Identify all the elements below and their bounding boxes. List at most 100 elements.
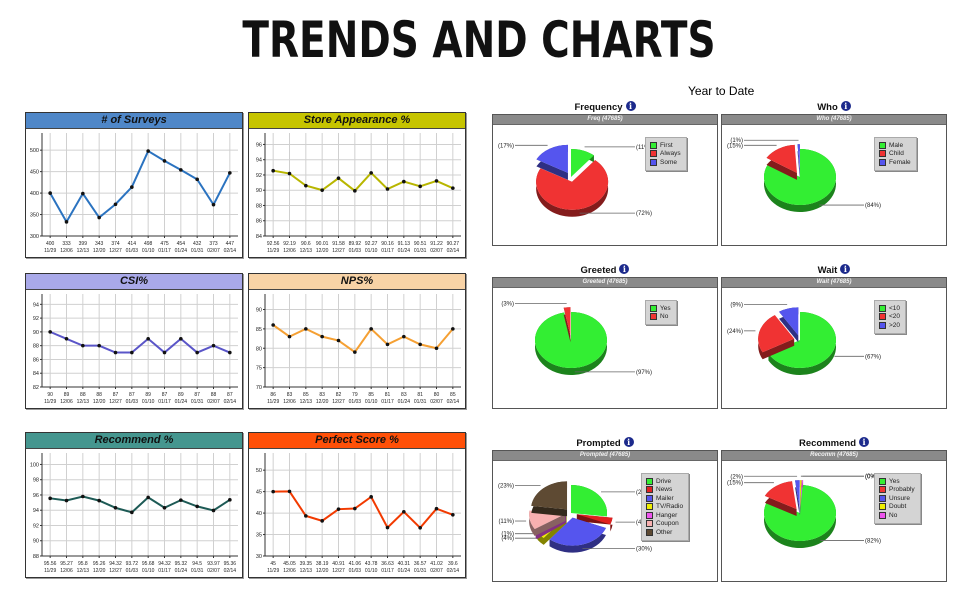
x-date-label: 01/17 bbox=[381, 399, 394, 405]
x-date-label: 01/03 bbox=[126, 399, 139, 405]
pie-subtitle: Prompted (47685) bbox=[493, 451, 717, 461]
data-point bbox=[228, 350, 232, 355]
y-tick-label: 500 bbox=[30, 148, 39, 154]
line-chart-perfect-score: Perfect Score % 30 35 40 45 50 45 11/29 45.05 12/… bbox=[248, 432, 466, 578]
legend-swatch bbox=[646, 503, 653, 511]
y-tick-label: 94 bbox=[256, 158, 262, 164]
chart-header: Recommend % bbox=[26, 433, 242, 449]
x-date-label: 02/07 bbox=[430, 399, 443, 405]
x-date-label: 01/31 bbox=[414, 248, 427, 254]
legend-item: Some bbox=[650, 158, 681, 167]
pie-pct-label: (1%) bbox=[501, 532, 514, 538]
legend-swatch bbox=[646, 477, 653, 485]
legend-label: TV/Radio bbox=[656, 503, 684, 511]
info-icon[interactable]: i bbox=[840, 264, 851, 274]
legend-item: Female bbox=[879, 158, 911, 167]
x-date-label: 12/06 bbox=[60, 248, 73, 254]
pie-title: Who i bbox=[721, 101, 947, 114]
y-tick-label: 88 bbox=[33, 554, 39, 560]
data-point bbox=[162, 159, 167, 163]
data-point bbox=[179, 168, 183, 172]
line-chart-store-appearance: Store Appearance % 84 86 88 90 92 94 96 92.56 11/… bbox=[248, 112, 466, 258]
y-tick-label: 88 bbox=[33, 344, 39, 350]
info-icon[interactable]: i bbox=[840, 101, 851, 111]
pie-slice-yes: (97%) bbox=[535, 312, 652, 376]
x-value-label: 87 bbox=[129, 392, 135, 398]
x-value-label: 94.32 bbox=[109, 561, 122, 567]
data-point bbox=[48, 191, 52, 195]
data-point bbox=[113, 350, 118, 355]
pie-title-text: Recommend bbox=[798, 438, 856, 449]
y-tick-label: 96 bbox=[256, 142, 262, 148]
data-point bbox=[211, 202, 216, 207]
y-tick-label: 94 bbox=[33, 302, 39, 308]
data-point bbox=[402, 334, 406, 339]
legend-label: Female bbox=[889, 158, 911, 166]
legend-swatch bbox=[879, 494, 886, 502]
x-date-label: 12/20 bbox=[93, 248, 106, 254]
x-value-label: 95.8 bbox=[78, 561, 88, 567]
data-line bbox=[272, 324, 454, 354]
x-date-label: 12/06 bbox=[60, 568, 73, 574]
info-icon[interactable]: i bbox=[859, 437, 869, 447]
x-value-label: 81 bbox=[417, 392, 423, 398]
data-point bbox=[287, 334, 292, 339]
data-point bbox=[304, 327, 308, 331]
legend-label: Some bbox=[660, 158, 677, 166]
x-value-label: 43.78 bbox=[365, 561, 378, 567]
legend-item: Unsure bbox=[879, 494, 915, 503]
y-tick-label: 50 bbox=[256, 468, 262, 474]
info-icon[interactable]: i bbox=[623, 437, 634, 447]
x-value-label: 475 bbox=[160, 241, 169, 247]
y-tick-label: 100 bbox=[30, 462, 39, 468]
line-plot: 30035040045050040011/2933312/0639912/133… bbox=[30, 133, 238, 254]
y-tick-label: 450 bbox=[30, 170, 39, 176]
line-chart-nps: NPS% 70 75 80 85 90 86 11/29 83 12/06 85 12/13 83 12/… bbox=[248, 273, 466, 409]
legend-swatch bbox=[879, 477, 886, 485]
pie-title: Wait i bbox=[721, 264, 947, 277]
x-value-label: 40.31 bbox=[398, 561, 411, 567]
x-date-label: 01/31 bbox=[414, 399, 427, 405]
data-point bbox=[353, 506, 357, 511]
pie-pct-label: (97%) bbox=[636, 370, 652, 376]
legend-item: First bbox=[650, 141, 681, 150]
x-value-label: 89 bbox=[178, 392, 184, 398]
x-value-label: 91.13 bbox=[398, 241, 411, 247]
legend-item: Yes bbox=[650, 304, 671, 313]
data-point bbox=[179, 336, 183, 341]
data-point bbox=[146, 336, 150, 341]
pie-pct-label: (0%) bbox=[865, 474, 878, 480]
x-date-label: 01/17 bbox=[158, 568, 171, 574]
pie-pct-label: (3%) bbox=[501, 301, 514, 307]
data-point bbox=[451, 513, 455, 517]
x-value-label: 89 bbox=[64, 392, 70, 398]
legend-item: No bbox=[879, 511, 915, 520]
info-icon[interactable]: i bbox=[619, 264, 630, 274]
y-tick-label: 40 bbox=[256, 511, 262, 517]
data-point bbox=[385, 187, 390, 191]
legend-label: >20 bbox=[889, 321, 901, 329]
x-value-label: 432 bbox=[193, 241, 202, 247]
data-point bbox=[130, 350, 134, 355]
x-date-label: 01/31 bbox=[414, 568, 427, 574]
data-point bbox=[48, 496, 52, 501]
x-date-label: 01/03 bbox=[349, 248, 362, 254]
pie-slice-male: (84%) bbox=[764, 149, 881, 212]
x-value-label: 89 bbox=[145, 392, 151, 398]
legend-label: <10 bbox=[889, 304, 901, 312]
info-icon[interactable]: i bbox=[625, 101, 636, 111]
data-point bbox=[287, 171, 292, 176]
pie-legend: Male Child Female bbox=[874, 137, 917, 171]
legend-item: Male bbox=[879, 141, 911, 150]
legend-label: Drive bbox=[656, 477, 672, 485]
x-value-label: 94.5 bbox=[192, 561, 202, 567]
pie-pct-label: (82%) bbox=[865, 538, 881, 544]
legend-item: Drive bbox=[646, 477, 683, 486]
legend-item: Always bbox=[650, 150, 681, 159]
legend-label: <20 bbox=[889, 313, 901, 321]
legend-item: Mailer bbox=[646, 494, 683, 503]
page-title: TRENDS AND CHARTS bbox=[242, 11, 716, 69]
x-date-label: 12/27 bbox=[109, 399, 122, 405]
pie-subtitle: Who (47685) bbox=[722, 115, 946, 125]
